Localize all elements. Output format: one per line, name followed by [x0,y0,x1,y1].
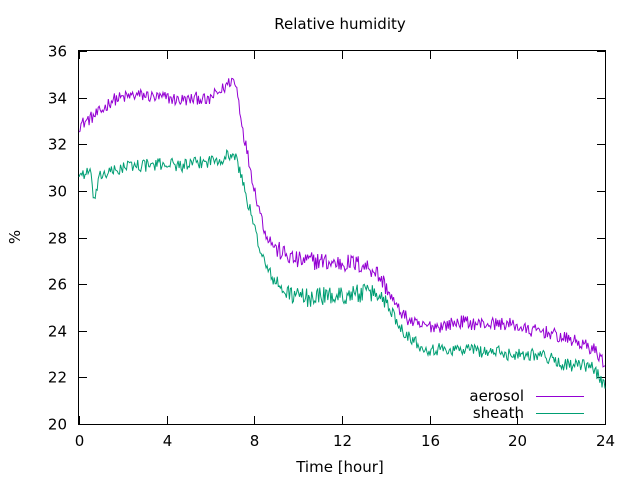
y-tick-label: 20 [48,416,67,434]
x-tick-label: 4 [163,432,173,450]
x-tick-label: 0 [75,432,85,450]
x-tick-label: 16 [421,432,440,450]
y-tick-label: 36 [48,43,67,61]
y-tick-label: 30 [48,183,67,201]
legend-label-aerosol: aerosol [469,387,524,405]
series-line-sheath [78,148,606,389]
legend-label-sheath: sheath [473,404,524,422]
chart-title: Relative humidity [274,15,406,33]
series-line-aerosol [78,77,606,368]
y-tick-label: 28 [48,230,67,248]
y-tick-label: 34 [48,90,67,108]
x-axis-label: Time [hour] [295,458,384,476]
y-axis-label: % [6,230,24,244]
plot-frame [78,50,606,425]
x-tick-label: 24 [596,432,615,450]
y-tick-label: 32 [48,136,67,154]
axes: 20 22 24 26 28 30 32 34 36 0 4 8 12 16 20 24 [48,43,615,451]
y-tick-label: 26 [48,276,67,294]
y-tick-label: 22 [48,369,67,387]
x-tick-label: 12 [333,432,352,450]
series-layer [78,77,606,389]
y-tick-label: 24 [48,323,67,341]
x-tick-label: 8 [250,432,260,450]
x-tick-label: 20 [508,432,527,450]
